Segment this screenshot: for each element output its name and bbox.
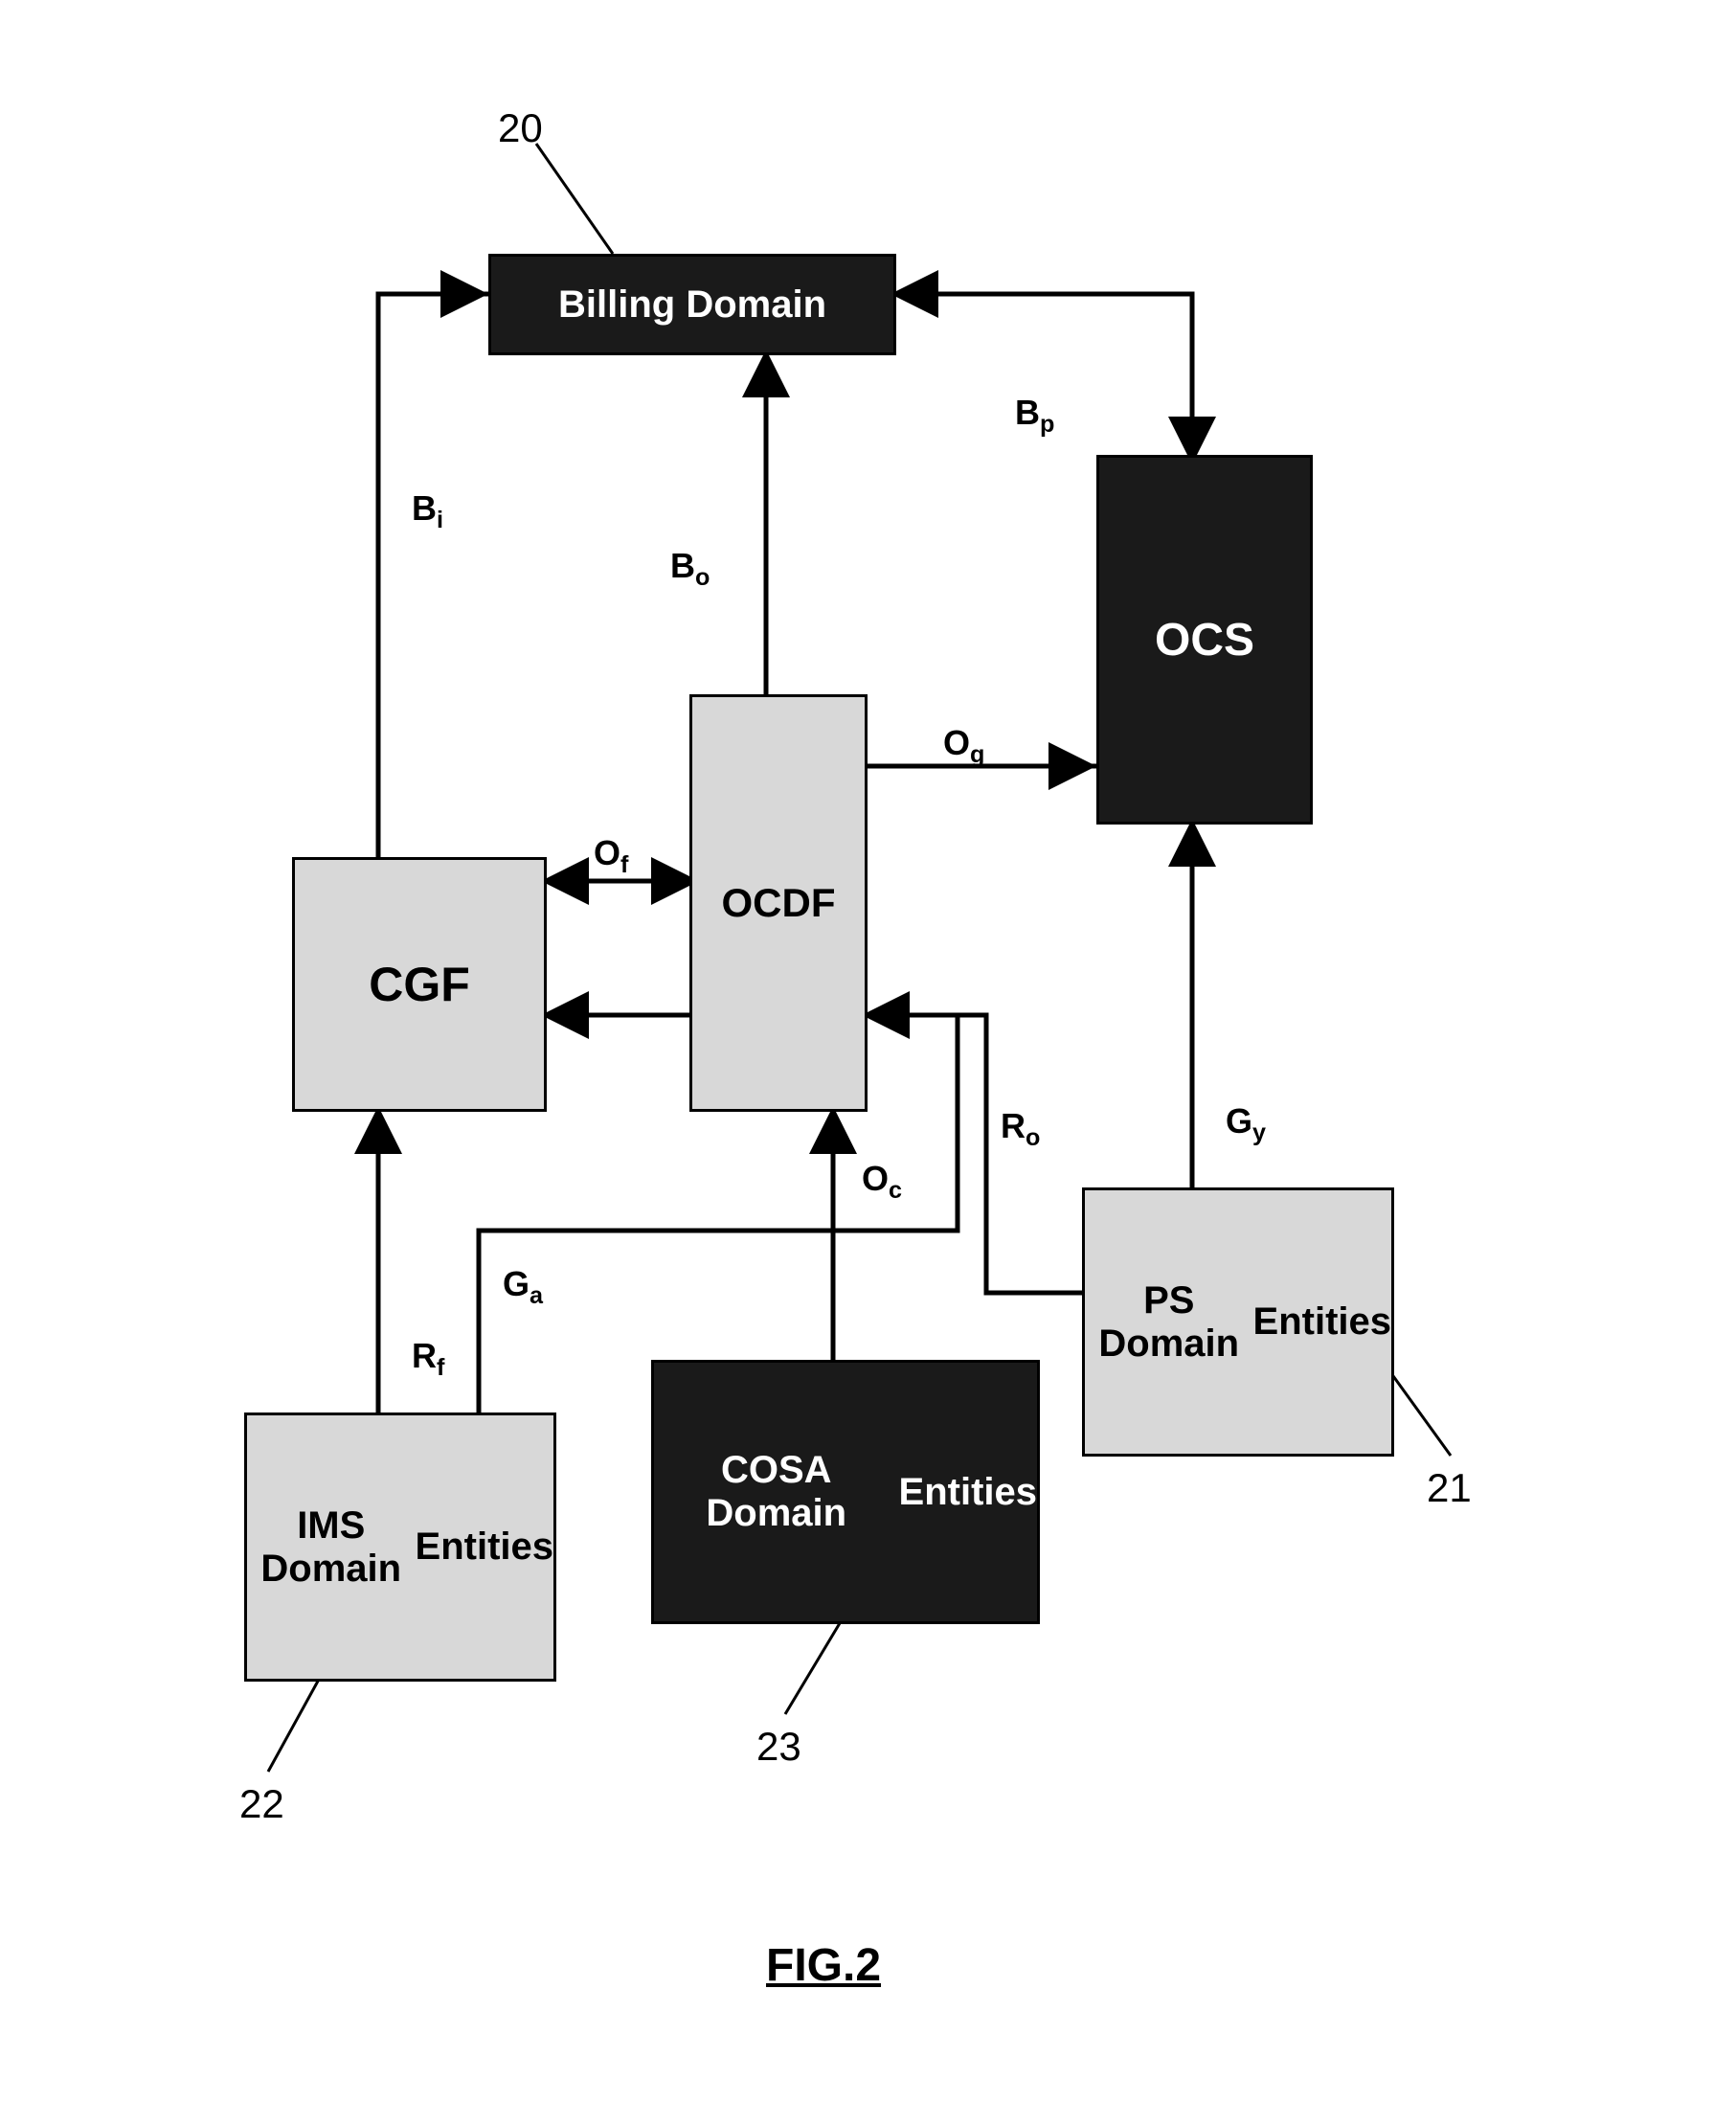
callout-line-22 [268, 1676, 321, 1772]
edge-label-og: Og [943, 723, 984, 763]
figure-label: FIG.2 [766, 1939, 881, 1992]
edge-label-oc: Oc [862, 1159, 902, 1199]
edge-label-bo: Bo [670, 546, 710, 586]
node-ps: PS DomainEntities [1082, 1187, 1394, 1457]
edge-label-rf: Rf [412, 1336, 444, 1376]
edge-label-bp: Bp [1015, 393, 1054, 433]
edge-label-bi: Bi [412, 488, 443, 529]
node-ims: IMS DomainEntities [244, 1413, 556, 1682]
edge-label-ro: Ro [1001, 1106, 1040, 1146]
edge-bi [378, 294, 488, 857]
callout-line-23 [785, 1618, 843, 1714]
node-cosa: COSA DomainEntities [651, 1360, 1040, 1624]
callout-line-20 [536, 144, 613, 254]
callout-line-21 [1388, 1369, 1451, 1456]
callout-label-21: 21 [1427, 1465, 1472, 1511]
edge-label-of: Of [594, 833, 628, 873]
edge-label-ga: Ga [503, 1264, 543, 1304]
node-cgf: CGF [292, 857, 547, 1112]
node-ocs: OCS [1096, 455, 1313, 825]
edge-ro [862, 1015, 1082, 1293]
callout-label-22: 22 [239, 1781, 284, 1827]
callout-label-20: 20 [498, 105, 543, 151]
callout-label-23: 23 [756, 1724, 801, 1770]
node-ocdf: OCDF [689, 694, 868, 1112]
node-billing: Billing Domain [488, 254, 896, 355]
edge-label-gy: Gy [1226, 1101, 1266, 1141]
diagram-container: Billing Domain CGF OCDF OCS IMS DomainEntiti… [0, 0, 1736, 2102]
